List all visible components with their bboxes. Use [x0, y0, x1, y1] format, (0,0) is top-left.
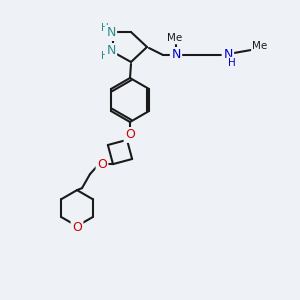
- Text: N: N: [106, 44, 116, 58]
- Text: O: O: [97, 158, 107, 171]
- Text: H: H: [101, 23, 109, 33]
- Text: H: H: [228, 58, 236, 68]
- Text: H: H: [101, 51, 109, 61]
- Text: N: N: [106, 26, 116, 40]
- Text: Me: Me: [167, 33, 183, 43]
- Text: O: O: [125, 128, 135, 142]
- Text: O: O: [72, 220, 82, 234]
- Text: N: N: [171, 49, 181, 62]
- Text: N: N: [223, 49, 233, 62]
- Text: Me: Me: [252, 41, 268, 51]
